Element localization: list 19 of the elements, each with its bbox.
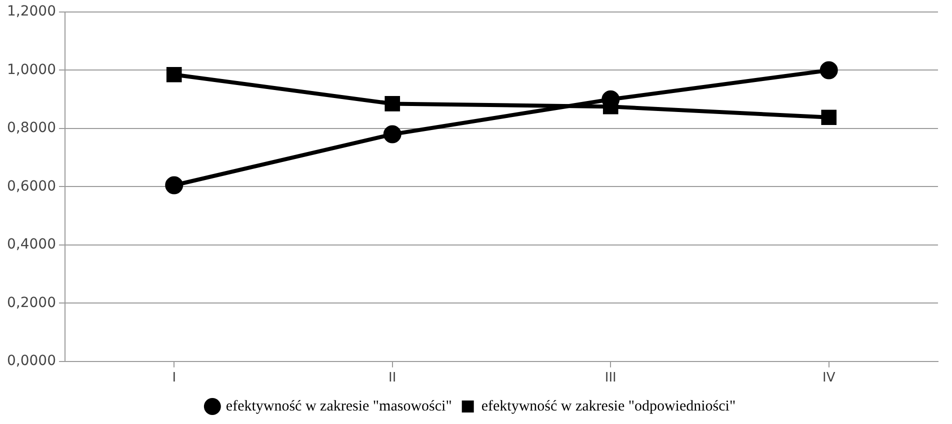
y-tick-label: 1,2000 — [6, 4, 56, 20]
x-tick-label: III — [604, 370, 616, 386]
legend-label: efektywność w zakresie "masowości" — [226, 398, 452, 414]
point — [384, 96, 400, 112]
y-tick-label: 1,0000 — [6, 62, 56, 78]
y-tick-label: 0,0000 — [6, 353, 56, 370]
point — [383, 125, 402, 144]
point — [820, 61, 838, 80]
point — [166, 66, 182, 82]
point — [821, 110, 837, 126]
x-tick-label: I — [172, 370, 176, 386]
y-tick-label: 0,2000 — [6, 294, 56, 311]
y-tick-label: 0,6000 — [6, 178, 56, 194]
x-tick-label: II — [388, 370, 396, 386]
y-tick-label: 0,4000 — [6, 236, 56, 253]
x-tick-label: IV — [822, 370, 836, 386]
point — [165, 176, 184, 194]
legend-label: efektywność w zakresie "odpowiedniości" — [481, 398, 736, 414]
y-tick-label: 0,8000 — [6, 120, 56, 136]
